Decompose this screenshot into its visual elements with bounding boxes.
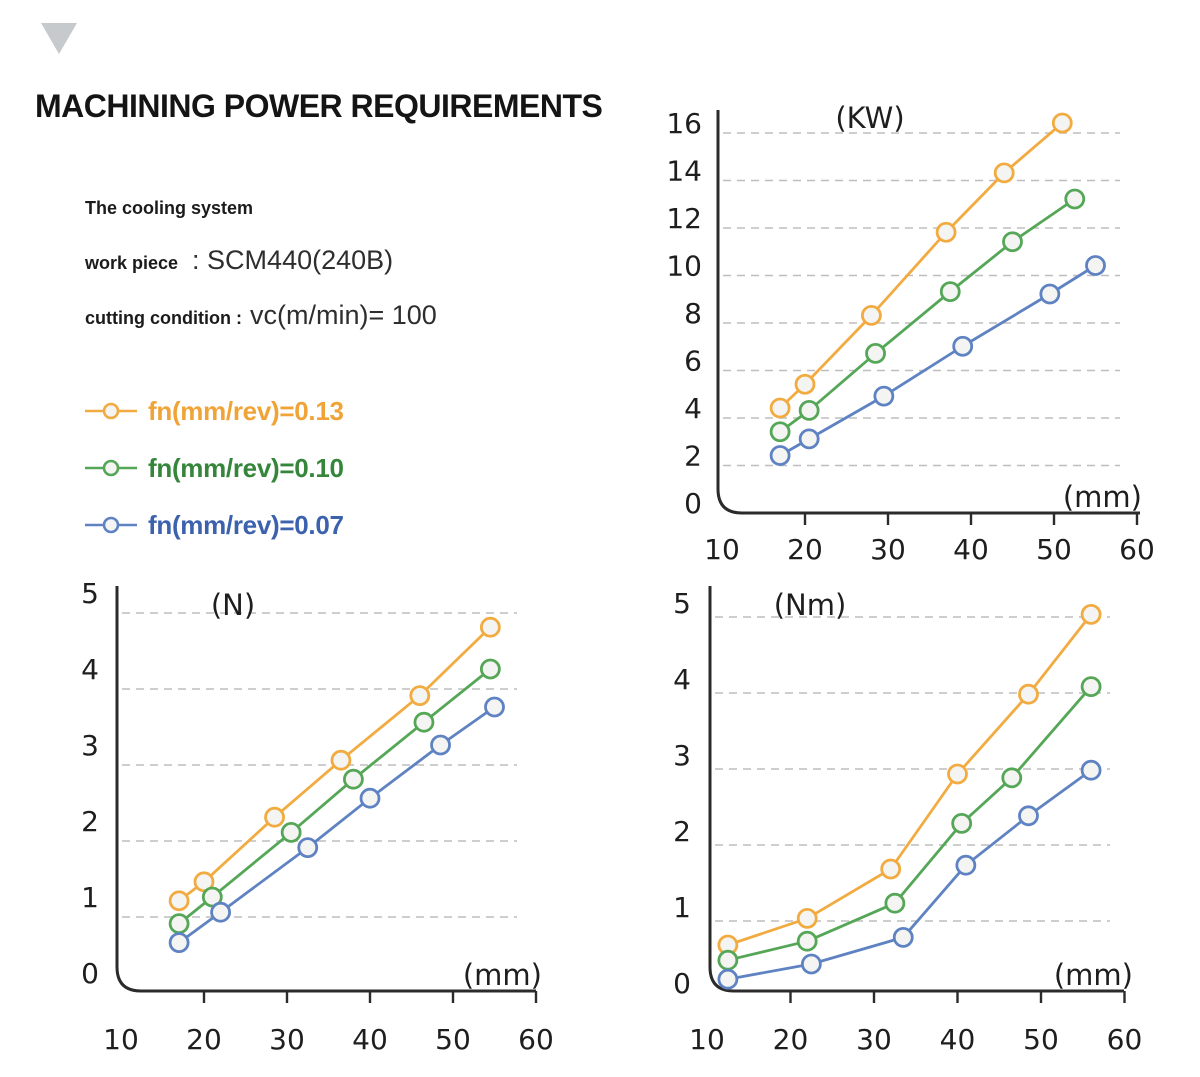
svg-text:20: 20: [186, 1023, 222, 1056]
svg-text:10: 10: [666, 250, 702, 283]
svg-text:30: 30: [870, 533, 906, 566]
cutting-condition-label: cutting condition :: [85, 308, 242, 328]
torque-nm-chart: 10 20 30 40 50 60 0 1 2 3 4 5 (Nm) (mm): [645, 568, 1200, 1075]
svg-text:(KW): (KW): [835, 101, 904, 135]
svg-text:50: 50: [1023, 1023, 1059, 1056]
svg-text:(Nm): (Nm): [774, 588, 847, 622]
force-n-chart: 10 20 30 40 50 60 0 1 2 3 4 5 (N) (mm): [55, 568, 615, 1075]
svg-text:4: 4: [81, 653, 99, 686]
svg-text:50: 50: [435, 1023, 471, 1056]
svg-text:16: 16: [666, 107, 702, 140]
svg-text:12: 12: [666, 202, 702, 235]
svg-text:8: 8: [684, 297, 702, 330]
legend-item: fn(mm/rev)=0.10: [84, 453, 344, 483]
svg-text:3: 3: [81, 729, 99, 762]
line-marker-icon: [84, 456, 138, 480]
series-legend: fn(mm/rev)=0.13 fn(mm/rev)=0.10 fn(mm/re…: [84, 396, 344, 567]
legend-item: fn(mm/rev)=0.07: [84, 510, 344, 540]
power-kw-chart: 10 20 30 40 50 60 0 2 4 6 8 10 12 14 16 (KW) (mm): [650, 88, 1200, 580]
svg-text:1: 1: [673, 891, 691, 924]
svg-text:10: 10: [704, 533, 740, 566]
svg-text:5: 5: [81, 577, 99, 610]
svg-text:10: 10: [689, 1023, 725, 1056]
svg-text:60: 60: [518, 1023, 554, 1056]
svg-text:30: 30: [269, 1023, 305, 1056]
svg-text:(mm): (mm): [1063, 480, 1142, 514]
svg-text:2: 2: [684, 440, 702, 473]
svg-text:20: 20: [773, 1023, 809, 1056]
line-marker-icon: [84, 399, 138, 423]
svg-text:40: 40: [940, 1023, 976, 1056]
svg-text:40: 40: [953, 533, 989, 566]
svg-text:60: 60: [1107, 1023, 1143, 1056]
legend-item: fn(mm/rev)=0.13: [84, 396, 344, 426]
svg-text:14: 14: [666, 155, 702, 188]
svg-text:0: 0: [673, 967, 691, 1000]
svg-text:50: 50: [1036, 533, 1072, 566]
machining-conditions-block: The cooling system work piece : SCM440(2…: [85, 198, 645, 331]
svg-text:0: 0: [81, 957, 99, 990]
triangle-down-icon: [41, 23, 77, 54]
svg-text:(mm): (mm): [1054, 958, 1133, 992]
svg-text:10: 10: [103, 1023, 139, 1056]
work-piece-label: work piece: [85, 253, 179, 273]
legend-label: fn(mm/rev)=0.07: [148, 509, 344, 540]
svg-text:(N): (N): [211, 588, 255, 622]
svg-text:4: 4: [673, 663, 691, 696]
svg-text:6: 6: [684, 345, 702, 378]
line-marker-icon: [84, 513, 138, 537]
cooling-system-label: The cooling system: [85, 198, 254, 218]
svg-text:1: 1: [81, 881, 99, 914]
svg-text:2: 2: [81, 805, 99, 838]
legend-label: fn(mm/rev)=0.10: [148, 452, 344, 483]
svg-text:0: 0: [684, 487, 702, 520]
work-piece-value: : SCM440(240B): [192, 245, 394, 275]
svg-text:2: 2: [673, 815, 691, 848]
svg-text:60: 60: [1119, 533, 1155, 566]
svg-text:30: 30: [856, 1023, 892, 1056]
svg-text:5: 5: [673, 587, 691, 620]
page-title: MACHINING POWER REQUIREMENTS: [35, 88, 603, 124]
legend-label: fn(mm/rev)=0.13: [148, 395, 344, 426]
svg-text:20: 20: [787, 533, 823, 566]
svg-text:3: 3: [673, 739, 691, 772]
svg-text:4: 4: [684, 392, 702, 425]
svg-text:40: 40: [352, 1023, 388, 1056]
cutting-condition-value: vc(m/min)= 100: [249, 300, 437, 330]
svg-text:(mm): (mm): [463, 958, 542, 992]
